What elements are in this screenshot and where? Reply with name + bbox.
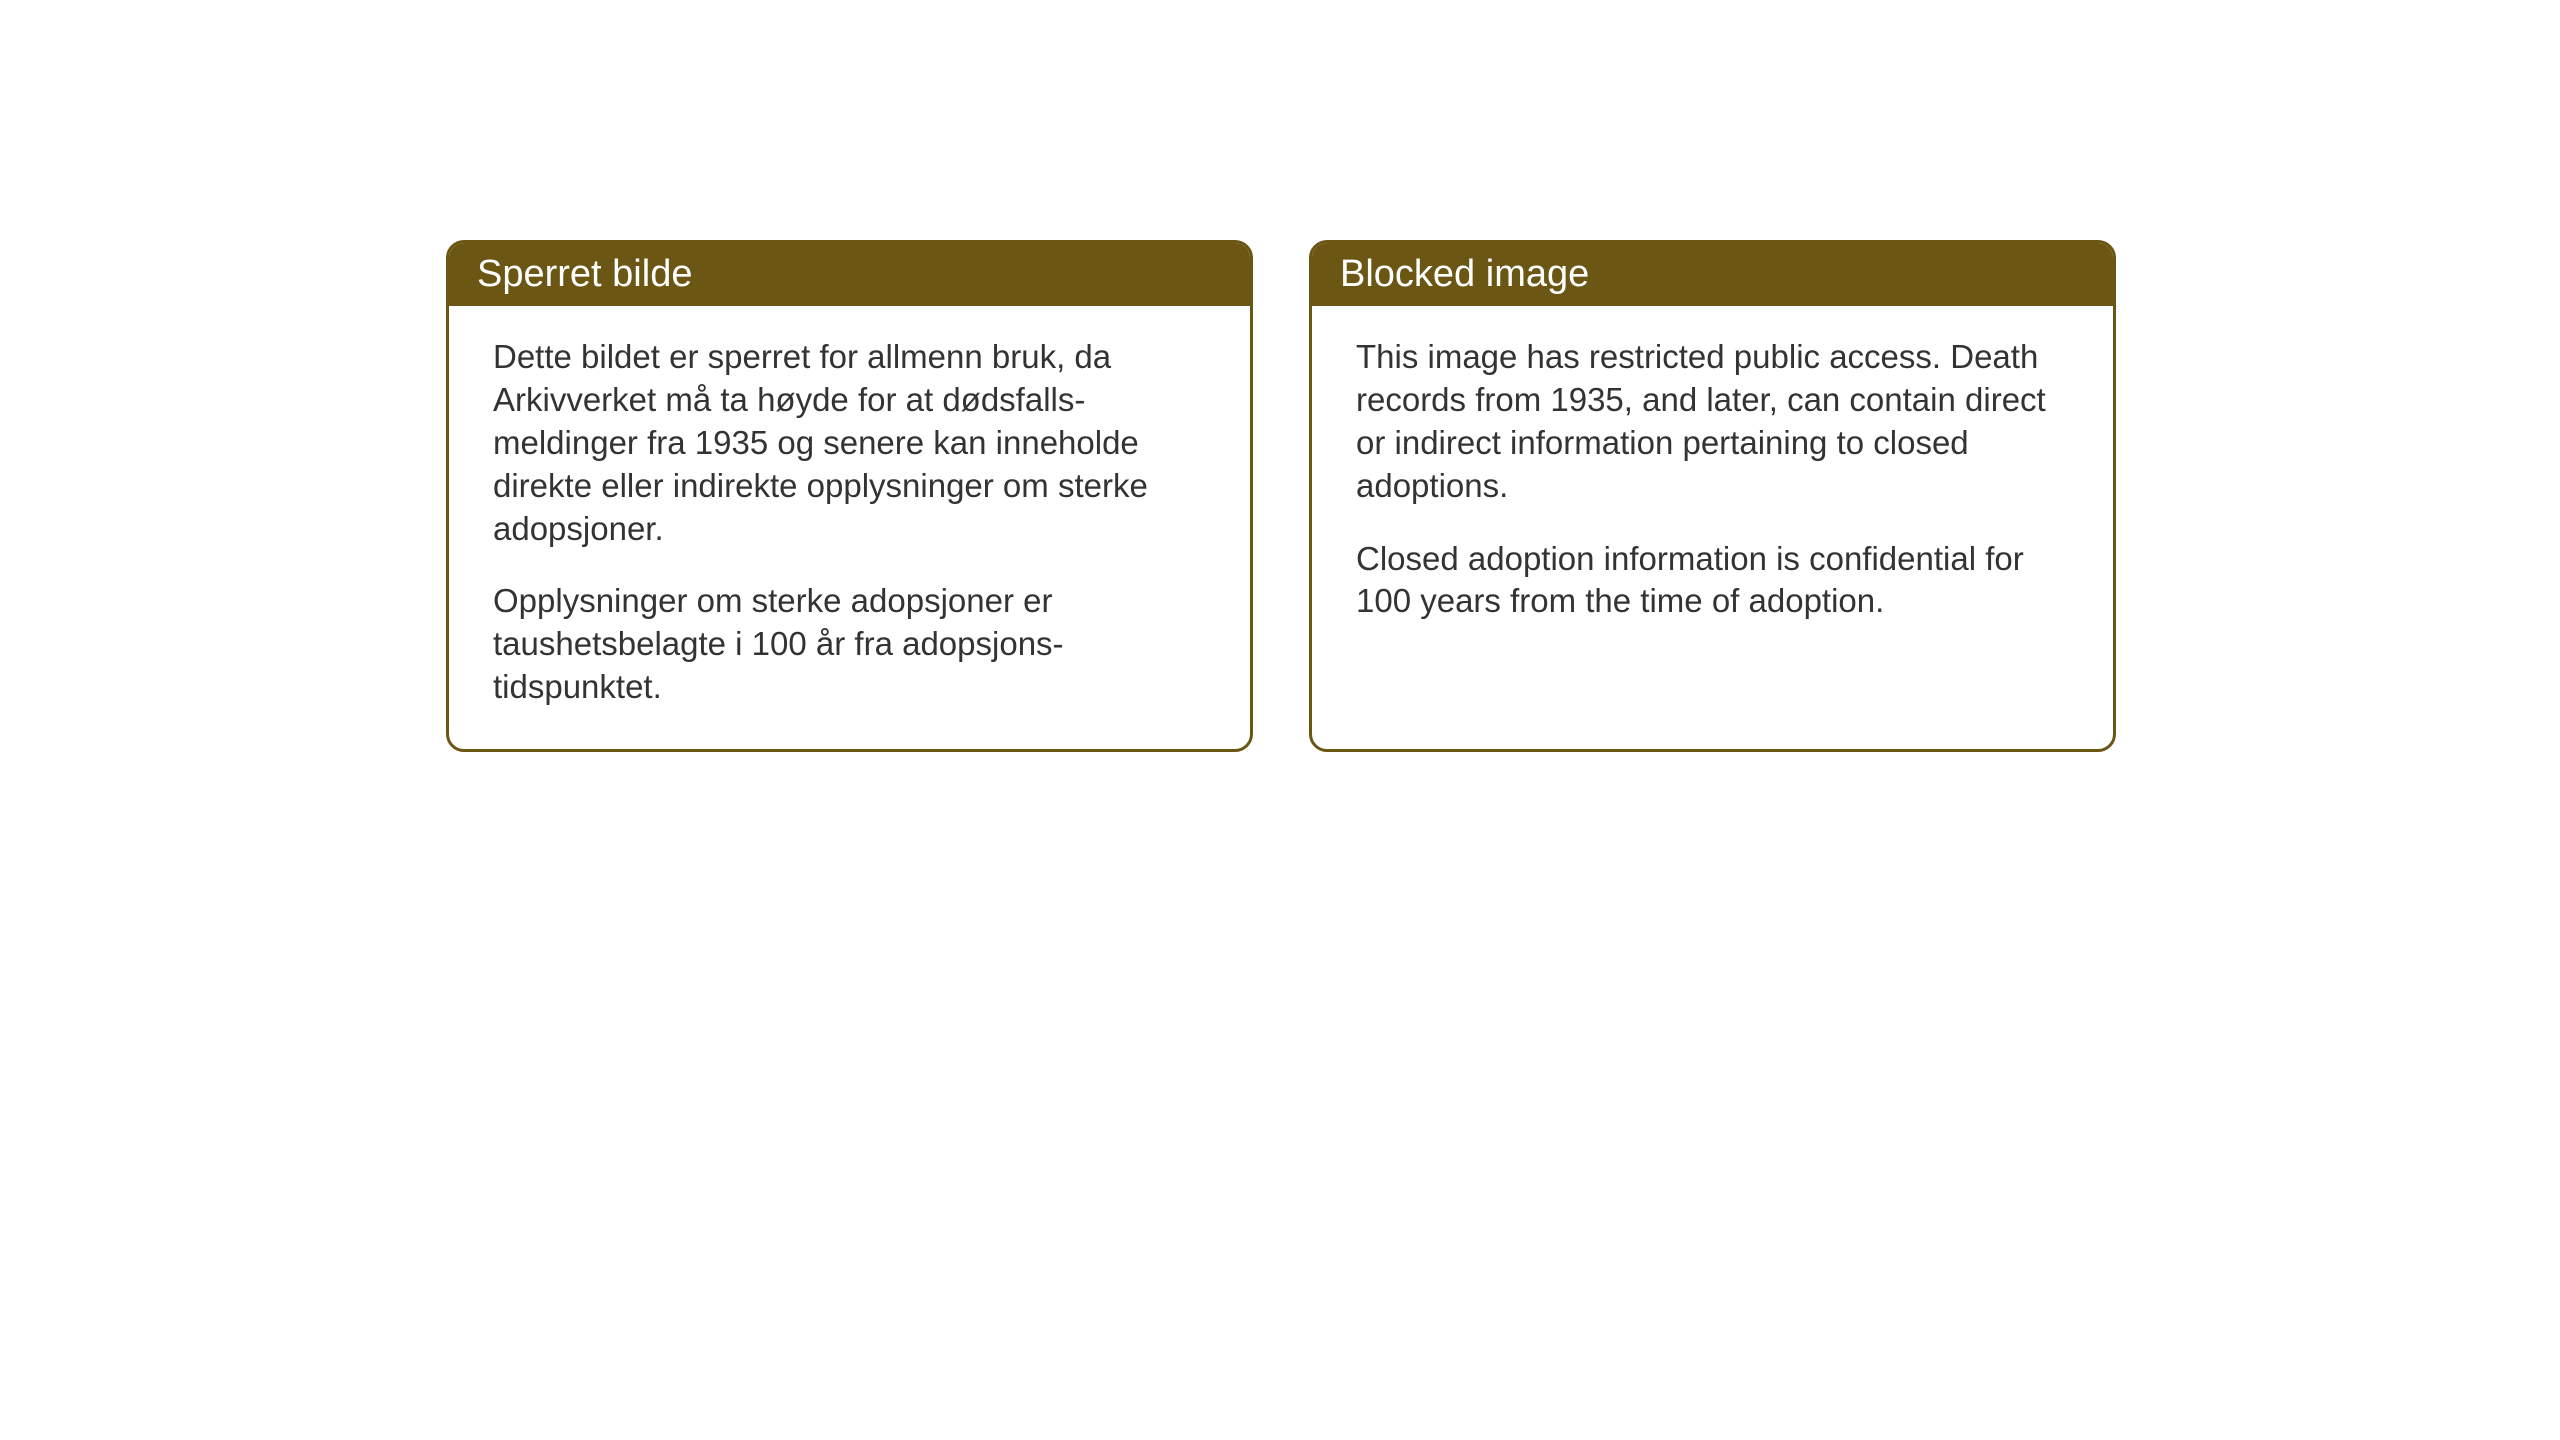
- notice-paragraph-2-en: Closed adoption information is confident…: [1356, 538, 2069, 624]
- notice-paragraph-2-no: Opplysninger om sterke adopsjoner er tau…: [493, 580, 1206, 709]
- notice-paragraph-1-en: This image has restricted public access.…: [1356, 336, 2069, 508]
- notice-card-english: Blocked image This image has restricted …: [1309, 240, 2116, 752]
- notice-container: Sperret bilde Dette bildet er sperret fo…: [446, 240, 2116, 752]
- notice-card-norwegian: Sperret bilde Dette bildet er sperret fo…: [446, 240, 1253, 752]
- card-header-norwegian: Sperret bilde: [449, 243, 1250, 306]
- card-body-english: This image has restricted public access.…: [1312, 306, 2113, 663]
- card-header-english: Blocked image: [1312, 243, 2113, 306]
- card-body-norwegian: Dette bildet er sperret for allmenn bruk…: [449, 306, 1250, 749]
- notice-paragraph-1-no: Dette bildet er sperret for allmenn bruk…: [493, 336, 1206, 550]
